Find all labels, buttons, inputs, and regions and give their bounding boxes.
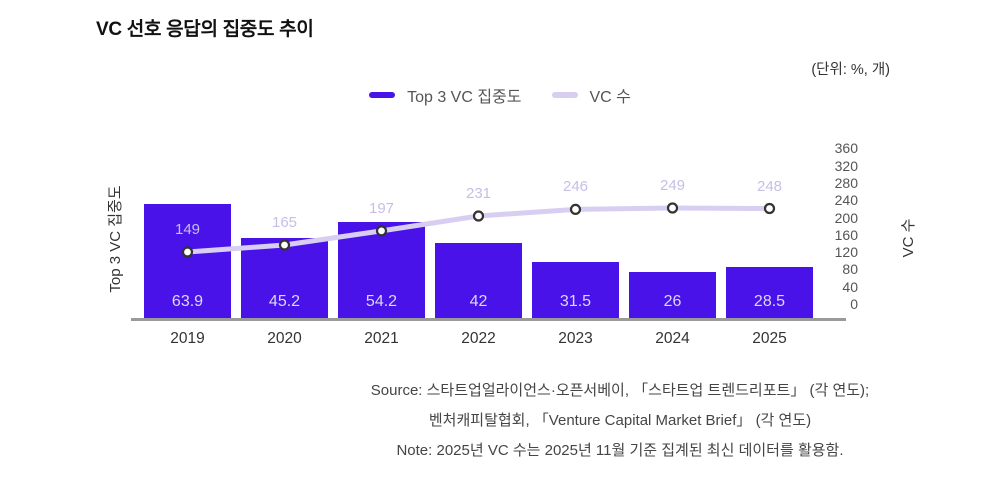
footer: Source: 스타트업얼라이언스·오픈서베이, 「스타트업 트렌드리포트」 (… [240, 376, 1000, 466]
right-axis-title: VC 수 [900, 218, 917, 258]
legend-label: VC 수 [589, 89, 631, 106]
unit-label: (단위: %, 개) [811, 62, 890, 78]
plot-area: 63.9 149 45.2 165 54.2 197 42 231 31.5 246 26 249 28… [139, 140, 818, 318]
right-axis-tick-160: 160 [834, 226, 858, 243]
legend-label: Top 3 VC 집중도 [407, 89, 522, 106]
line-value-label: 149 [174, 221, 201, 238]
bar-2023: 31.5 [532, 261, 619, 318]
source-line-2: 벤처캐피탈협회, 「Venture Capital Market Brief」 … [428, 412, 812, 429]
line-marker [763, 202, 776, 215]
note-line: Note: 2025년 VC 수는 2025년 11월 기준 집계된 최신 데이… [396, 442, 844, 459]
legend-swatch-bar [369, 92, 396, 98]
x-axis-label-2022: 2022 [461, 330, 496, 347]
bar-value-label: 54.2 [365, 293, 398, 310]
x-axis-label-2020: 2020 [267, 330, 302, 347]
bar-value-label: 28.5 [753, 292, 786, 310]
vc-count-line [181, 202, 776, 258]
bar-value-label: 31.5 [559, 292, 592, 310]
x-axis-line [131, 318, 846, 321]
line-value-label: 197 [368, 199, 395, 217]
legend-item-top3-concentration: Top 3 VC 집중도 [369, 83, 522, 107]
right-axis-tick-320: 320 [834, 157, 858, 174]
right-axis-tick-360: 360 [834, 140, 858, 157]
line-marker [666, 202, 679, 214]
line-marker [569, 203, 582, 216]
chart-legend: Top 3 VC 집중도 VC 수 [0, 84, 1000, 106]
line-value-label: 165 [271, 214, 298, 231]
bar-value-label: 45.2 [268, 293, 301, 310]
bar-2024: 26 [629, 271, 716, 318]
bar-2025: 28.5 [726, 267, 813, 318]
page-title: VC 선호 응답의 집중도 추이 [96, 19, 314, 40]
right-axis-tick-80: 80 [842, 261, 858, 278]
right-axis-tick-200: 200 [834, 209, 858, 226]
line-value-label: 231 [465, 185, 492, 202]
bar-value-label: 26 [663, 292, 682, 310]
line-value-label: 249 [659, 177, 686, 194]
x-axis-label-2023: 2023 [558, 330, 593, 347]
x-axis-label-2025: 2025 [752, 330, 787, 347]
right-axis-tick-0: 0 [850, 296, 858, 312]
line-marker [375, 225, 388, 237]
legend-swatch-line [551, 92, 578, 98]
line-value-label: 248 [756, 177, 783, 195]
x-axis-label-2021: 2021 [364, 330, 399, 347]
bar-2022: 42 [435, 243, 522, 318]
right-axis-tick-240: 240 [834, 192, 858, 209]
source-line-1: Source: 스타트업얼라이언스·오픈서베이, 「스타트업 트렌드리포트」 (… [370, 382, 870, 399]
line-value-label: 246 [562, 178, 589, 196]
line-marker [181, 246, 194, 258]
left-axis-title: Top 3 VC 집중도 [107, 185, 124, 293]
x-axis-label-2019: 2019 [170, 330, 205, 347]
line-marker [472, 210, 485, 222]
x-axis-label-2024: 2024 [655, 330, 690, 347]
line-marker [278, 239, 291, 251]
legend-item-vc-count: VC 수 [551, 83, 631, 107]
bar-value-label: 42 [469, 292, 488, 310]
bar-2020: 45.2 [241, 237, 328, 318]
bar-value-label: 63.9 [171, 292, 204, 310]
bar-2019: 63.9 [144, 204, 231, 318]
right-axis-tick-280: 280 [834, 174, 858, 191]
right-axis-tick-40: 40 [842, 278, 858, 295]
right-axis-tick-120: 120 [834, 244, 858, 261]
